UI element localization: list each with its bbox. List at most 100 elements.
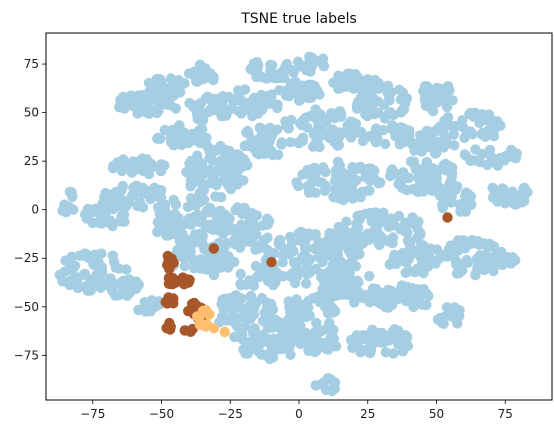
data-point (350, 234, 361, 245)
data-point (107, 163, 119, 174)
data-point (275, 72, 286, 84)
data-point (156, 77, 167, 88)
data-point (429, 140, 440, 151)
data-point (290, 76, 301, 88)
data-point (336, 273, 347, 284)
data-point (138, 165, 149, 177)
data-point (283, 296, 294, 307)
data-point (216, 192, 227, 203)
data-point (364, 166, 375, 178)
data-point (190, 200, 201, 211)
data-point (319, 277, 330, 288)
data-point (495, 153, 506, 164)
data-point (333, 221, 344, 233)
data-point (333, 70, 344, 81)
data-point (192, 76, 203, 87)
y-tick-label: −25 (14, 251, 39, 265)
data-point (246, 278, 257, 290)
data-point (252, 64, 263, 75)
data-point (393, 210, 405, 222)
data-point (264, 90, 275, 102)
data-point (207, 73, 218, 85)
data-point (93, 263, 104, 274)
data-point (67, 191, 78, 202)
data-point (231, 230, 243, 241)
data-point (474, 239, 485, 250)
data-point (320, 180, 331, 191)
data-point (174, 224, 185, 235)
data-point (393, 325, 404, 337)
data-point (270, 345, 281, 356)
data-point (209, 169, 220, 180)
data-point (161, 208, 172, 219)
data-point (262, 232, 273, 243)
data-point (266, 131, 277, 143)
data-point (273, 235, 285, 247)
data-point (422, 261, 434, 272)
data-point (321, 384, 332, 396)
data-point (197, 183, 209, 194)
data-point (281, 60, 292, 71)
data-point (341, 216, 352, 227)
data-point (423, 290, 434, 302)
data-point (324, 318, 335, 329)
data-point (113, 290, 125, 301)
data-point (322, 373, 334, 384)
data-point (235, 279, 246, 291)
data-point (272, 99, 283, 110)
data-point (295, 60, 307, 72)
y-tick-label: 75 (24, 57, 39, 71)
data-point (430, 148, 442, 159)
data-point (249, 143, 260, 155)
data-point (417, 163, 429, 175)
data-point (223, 251, 234, 262)
data-point (122, 289, 133, 300)
data-point (363, 94, 374, 105)
data-point (252, 134, 263, 145)
data-point (372, 96, 384, 107)
data-point (270, 277, 281, 288)
data-point (199, 194, 210, 206)
data-point (436, 89, 447, 100)
data-point (332, 156, 344, 167)
data-point (247, 327, 259, 339)
y-tick-label: −50 (14, 300, 39, 314)
data-point (208, 323, 219, 334)
data-point (375, 234, 387, 245)
data-point (485, 117, 497, 128)
data-point (466, 199, 477, 210)
data-point (427, 173, 438, 185)
data-point (380, 138, 391, 150)
data-point (326, 108, 337, 119)
data-point (253, 243, 264, 254)
data-point (170, 199, 182, 210)
data-point (116, 185, 127, 196)
data-point (276, 139, 287, 150)
data-point (509, 199, 521, 210)
data-point (224, 213, 235, 224)
data-point (428, 84, 439, 96)
data-point (484, 144, 496, 156)
data-point (239, 202, 250, 214)
data-point (364, 208, 375, 220)
data-point (434, 313, 446, 324)
data-point (266, 256, 277, 268)
data-point (284, 248, 295, 260)
data-point (229, 239, 241, 250)
data-point (207, 155, 218, 166)
data-point (470, 270, 481, 281)
data-point (452, 318, 463, 329)
data-point (434, 121, 445, 132)
data-point (112, 195, 124, 206)
data-point (399, 172, 410, 183)
data-point (168, 293, 179, 304)
data-point (62, 203, 73, 215)
data-point (211, 180, 222, 191)
data-point (184, 213, 195, 224)
data-point (280, 317, 291, 329)
data-point (378, 207, 389, 218)
data-point (182, 201, 194, 213)
data-point (240, 348, 251, 359)
data-point (400, 217, 411, 228)
data-point (446, 168, 458, 179)
